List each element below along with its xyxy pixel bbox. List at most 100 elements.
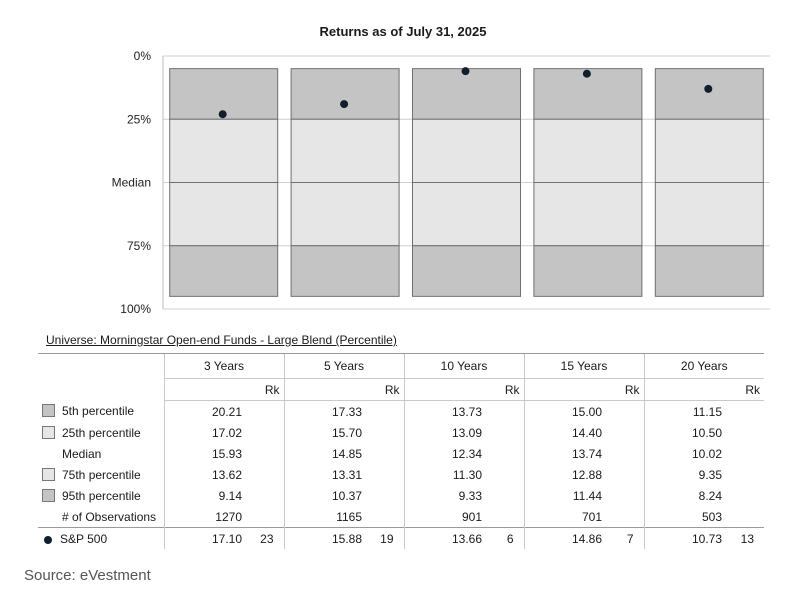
period-header: 10 Years (403, 353, 524, 379)
universe-label: Universe: Morningstar Open-end Funds - L… (46, 333, 397, 347)
rank-header: Rk (370, 378, 404, 401)
row-label-cell: 25th percentile (38, 422, 164, 443)
percentile-chart: 0% 25% Median 75% 100% (112, 49, 770, 316)
value-cell: 14.85 (283, 443, 370, 464)
rank-cell (250, 485, 284, 506)
table-header-row: 3 Years 5 Years 10 Years 15 Years 20 Years (38, 353, 764, 379)
rank-cell: 6 (490, 527, 524, 549)
value-cell: 9.35 (643, 464, 730, 485)
value-cell: 17.02 (163, 422, 250, 443)
index-marker (582, 69, 591, 78)
bar-band-25-median (654, 118, 764, 183)
bar-band-5-25 (412, 68, 521, 120)
row-label: 5th percentile (62, 404, 135, 419)
rank-cell (730, 422, 764, 443)
value-cell: 503 (643, 506, 730, 528)
table-row: 25th percentile 17.02 15.70 13.09 14.40 10.50 (38, 422, 764, 443)
y-tick-label: Median (112, 176, 151, 190)
table-row: # of Observations 1270 1165 901 701 503 (38, 506, 764, 528)
rank-cell (370, 443, 404, 464)
header-spacer (523, 378, 610, 401)
value-cell: 1270 (163, 506, 250, 528)
row-label: S&P 500 (60, 531, 108, 546)
rank-cell (250, 506, 284, 528)
rank-cell (490, 485, 524, 506)
header-spacer (283, 378, 370, 401)
value-cell: 14.86 (523, 527, 610, 549)
value-cell: 12.88 (523, 464, 610, 485)
rank-cell (730, 464, 764, 485)
rank-cell (370, 464, 404, 485)
rank-cell (610, 443, 644, 464)
value-cell: 14.40 (523, 422, 610, 443)
index-row: S&P 500 17.10 23 15.88 19 13.66 6 14.86 7 10.73 13 (38, 527, 764, 549)
rank-cell: 19 (370, 527, 404, 549)
bar-band-median-75 (290, 182, 400, 247)
header-spacer (643, 378, 730, 401)
header-blank (38, 379, 164, 401)
row-label-cell: Median (38, 443, 164, 464)
value-cell: 901 (403, 506, 490, 528)
value-cell: 10.73 (643, 527, 730, 549)
row-label: # of Observations (62, 509, 157, 524)
bar-band-25-median (290, 118, 400, 183)
rank-header: Rk (250, 378, 284, 401)
value-cell: 15.00 (523, 400, 610, 422)
bar-band-median-75 (533, 182, 643, 247)
legend-swatch (42, 447, 55, 460)
value-cell: 10.37 (283, 485, 370, 506)
row-label: 95th percentile (62, 488, 141, 503)
rank-cell (370, 506, 404, 528)
index-marker (340, 100, 349, 109)
rank-cell (610, 464, 644, 485)
rank-header: Rk (610, 378, 644, 401)
row-label-cell: S&P 500 (38, 527, 164, 549)
y-tick-label: 25% (127, 112, 151, 126)
value-cell: 17.33 (283, 400, 370, 422)
rank-cell (610, 422, 644, 443)
rank-cell (370, 485, 404, 506)
legend-swatch (42, 467, 55, 481)
bar-band-5-25 (654, 68, 764, 120)
table-subheader-row: Rk Rk Rk Rk Rk (38, 378, 764, 401)
row-label: 75th percentile (62, 467, 141, 482)
value-cell: 13.74 (523, 443, 610, 464)
rank-cell (490, 443, 524, 464)
header-blank (38, 353, 164, 379)
table-row: Median 15.93 14.85 12.34 13.74 10.02 (38, 443, 764, 464)
value-cell: 17.10 (163, 527, 250, 549)
row-label-cell: 5th percentile (38, 401, 164, 423)
rank-cell (490, 401, 524, 423)
rank-cell (250, 422, 284, 443)
rank-cell (610, 506, 644, 528)
rank-cell (490, 506, 524, 528)
value-cell: 13.31 (283, 464, 370, 485)
row-label: Median (62, 446, 102, 461)
value-cell: 8.24 (643, 485, 730, 506)
rank-cell (610, 485, 644, 506)
value-cell: 15.88 (283, 527, 370, 549)
table-row: 5th percentile 20.21 17.33 13.73 15.00 11.15 (38, 400, 764, 423)
table-row: 75th percentile 13.62 13.31 11.30 12.88 9.35 (38, 464, 764, 485)
table-row: 95th percentile 9.14 10.37 9.33 11.44 8.24 (38, 485, 764, 506)
value-cell: 13.66 (403, 527, 490, 549)
rank-cell (490, 422, 524, 443)
value-cell: 11.15 (643, 400, 730, 422)
bar-band-25-median (412, 118, 521, 183)
legend-swatch (42, 404, 55, 418)
period-header: 3 Years (163, 353, 284, 379)
rank-cell (490, 464, 524, 485)
value-cell: 11.30 (403, 464, 490, 485)
percentile-table: 3 Years 5 Years 10 Years 15 Years 20 Years Rk… (38, 353, 764, 549)
bar-band-median-75 (654, 182, 764, 247)
bar-band-75-95 (169, 245, 279, 297)
bar-band-25-median (169, 118, 279, 183)
bar-band-75-95 (654, 245, 764, 297)
value-cell: 9.33 (403, 485, 490, 506)
rank-header: Rk (490, 378, 524, 401)
row-label-cell: 75th percentile (38, 464, 164, 485)
rank-cell (250, 401, 284, 423)
rank-cell (730, 506, 764, 528)
value-cell: 13.73 (403, 400, 490, 422)
index-marker (704, 84, 713, 93)
